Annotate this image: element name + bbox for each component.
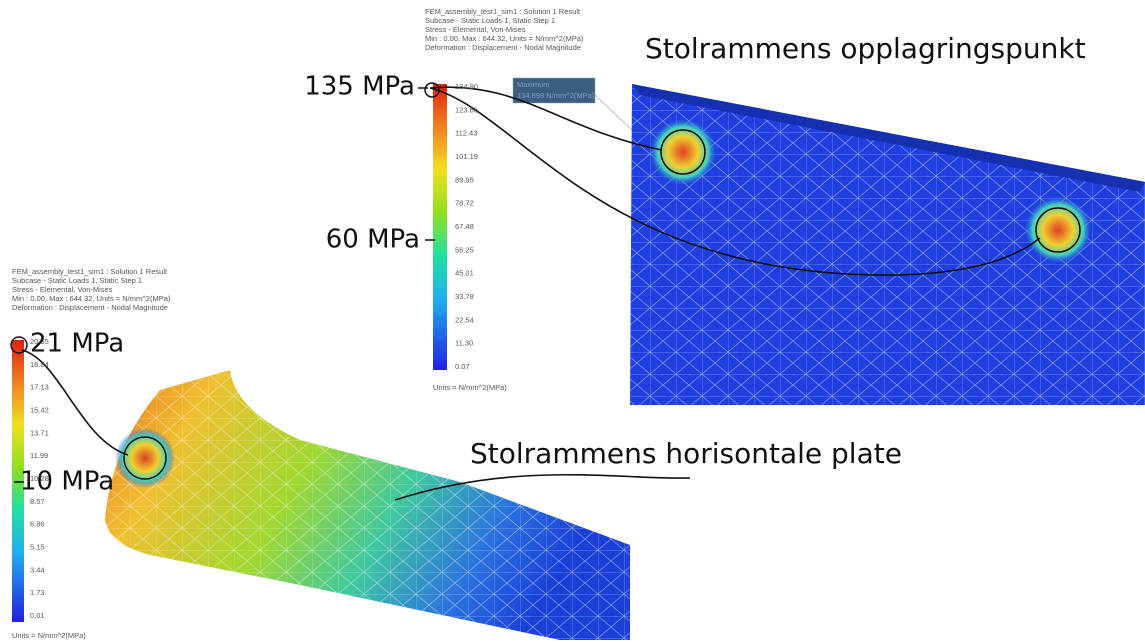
legend-label: 18.84 (30, 360, 49, 369)
legend-label: 33.78 (455, 292, 474, 301)
result-header: FEM_assembly_test1_sim1 : Solution 1 Res… (12, 267, 168, 276)
result-header: Stress - Elemental, Von-Mises (12, 285, 113, 294)
legend-label: 112.43 (455, 129, 477, 138)
legend-label: 0.07 (455, 362, 470, 371)
units-label: Units = N/mm^2(MPa) (12, 631, 86, 640)
legend-label: 89.95 (455, 175, 474, 184)
units-label: Units = N/mm^2(MPa) (433, 383, 507, 392)
tooltip-text: 134.898 N/mm^2(MPa) (517, 91, 595, 100)
legend-label: 56.25 (455, 245, 474, 254)
legend-label: 1.73 (30, 588, 45, 597)
legend-label: 17.13 (30, 383, 49, 392)
legend-label: 13.71 (30, 428, 49, 437)
stress-annotation: 60 MPa (326, 225, 420, 255)
legend-label: 78.72 (455, 199, 474, 208)
legend-label: 8.57 (30, 497, 45, 506)
result-header: Min : 0.00, Max : 644.32, Units = N/mm^2… (12, 294, 171, 303)
result-header: Deformation : Displacement - Nodal Magni… (425, 43, 581, 52)
stress-annotation: 10 MPa (20, 467, 114, 497)
stress-annotation: 135 MPa (304, 72, 415, 102)
figure: FEM_assembly_test1_sim1 : Solution 1 Res… (0, 0, 1145, 642)
tooltip-text: Maximum (517, 80, 550, 89)
stress-annotation: 21 MPa (30, 329, 124, 359)
legend-label: 134.90 (455, 82, 478, 91)
result-header: Deformation : Displacement - Nodal Magni… (12, 303, 168, 312)
legend-label: 101.19 (455, 152, 478, 161)
legend-label: 67.48 (455, 222, 474, 231)
legend-label: 5.15 (30, 542, 45, 551)
legend-label: 22.54 (455, 315, 474, 324)
result-header: Subcase - Static Loads 1, Static Step 1 (12, 276, 142, 285)
result-header: FEM_assembly_test1_sim1 : Solution 1 Res… (425, 7, 581, 16)
caption: Stolrammens horisontale plate (470, 437, 902, 470)
legend-label: 123.66 (455, 105, 478, 114)
result-header: Subcase - Static Loads 1, Static Step 1 (425, 16, 555, 25)
result-header: Stress - Elemental, Von-Mises (425, 25, 526, 34)
legend-label: 11.99 (30, 451, 48, 460)
legend-label: 6.86 (30, 520, 45, 529)
legend-label: 45.01 (455, 269, 474, 278)
legend-label: 0.01 (30, 611, 45, 620)
legend-label: 3.44 (30, 565, 45, 574)
caption: Stolrammens opplagringspunkt (645, 32, 1086, 65)
legend-label: 15.42 (30, 405, 49, 414)
top-model (418, 78, 1145, 405)
result-header: Min : 0.00, Max : 644.32, Units = N/mm^2… (425, 34, 584, 43)
legend-label: 11.30 (455, 339, 473, 348)
